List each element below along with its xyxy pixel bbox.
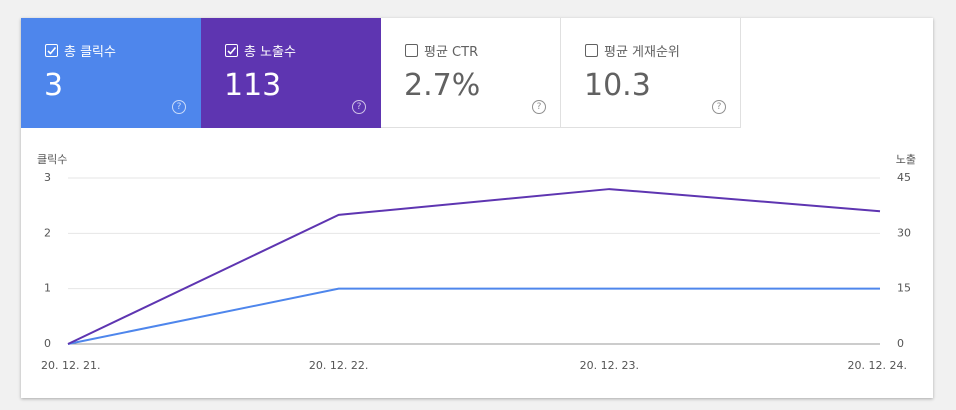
metric-value: 3 [44, 68, 64, 103]
metric-name: 총 노출수 [244, 45, 296, 60]
help-icon[interactable]: ? [172, 100, 186, 114]
metric-value: 2.7% [404, 68, 481, 103]
y-tick-label: 2 [44, 226, 51, 239]
checkbox[interactable] [585, 44, 598, 57]
metric-tab[interactable]: 총 클릭수 3? [21, 18, 201, 128]
x-tick-label: 20. 12. 21. [41, 359, 100, 372]
y-axis-label: 클릭수 [37, 153, 67, 166]
checkbox[interactable] [45, 44, 58, 57]
x-tick-label: 20. 12. 24. [848, 359, 907, 372]
checkbox[interactable] [405, 44, 418, 57]
performance-card: 총 클릭수 3? 총 노출수 113? 평균 CTR 2.7%? 평균 게재순위 10.3? … [21, 18, 933, 398]
metric-label: 평균 CTR [405, 41, 478, 60]
metric-tab[interactable]: 평균 게재순위 10.3? [561, 18, 741, 128]
y-tick-label: 3 [44, 171, 51, 184]
metric-name: 평균 게재순위 [604, 45, 680, 60]
metric-name: 총 클릭수 [64, 45, 116, 60]
y-tick-label: 0 [44, 337, 51, 350]
metric-value: 113 [224, 68, 282, 103]
help-icon[interactable]: ? [712, 100, 726, 114]
metric-label: 평균 게재순위 [585, 41, 680, 60]
metric-tab[interactable]: 총 노출수 113? [201, 18, 381, 128]
help-icon[interactable]: ? [352, 100, 366, 114]
y2-axis-label: 노출 [896, 153, 916, 166]
metric-label: 총 클릭수 [45, 41, 116, 60]
help-icon[interactable]: ? [532, 100, 546, 114]
y-tick-label: 1 [44, 282, 51, 295]
x-tick-label: 20. 12. 22. [309, 359, 368, 372]
series-line [67, 188, 881, 345]
metric-value: 10.3 [584, 68, 651, 103]
series-line [67, 287, 880, 345]
checkbox[interactable] [225, 44, 238, 57]
metric-label: 총 노출수 [225, 41, 296, 60]
y2-tick-label: 15 [897, 282, 911, 295]
metric-tab[interactable]: 평균 CTR 2.7%? [381, 18, 561, 128]
metric-name: 평균 CTR [424, 45, 479, 60]
y2-tick-label: 0 [897, 337, 904, 350]
y2-tick-label: 30 [897, 226, 911, 239]
y2-tick-label: 45 [897, 171, 911, 184]
x-tick-label: 20. 12. 23. [580, 359, 639, 372]
